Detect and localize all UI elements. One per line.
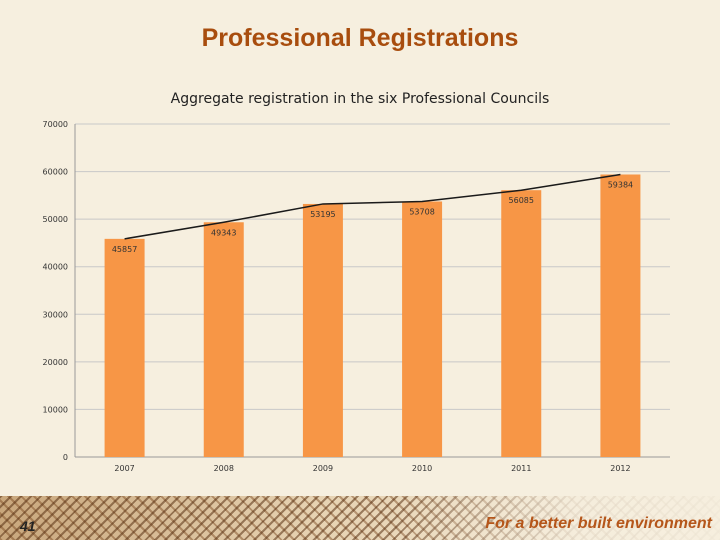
y-tick-label: 70000 bbox=[43, 120, 68, 129]
page-number: 41 bbox=[20, 518, 36, 534]
data-label: 49343 bbox=[211, 228, 236, 237]
bar bbox=[104, 238, 145, 457]
footer-band bbox=[0, 496, 720, 540]
tagline: For a better built environment bbox=[485, 515, 712, 532]
bar bbox=[402, 201, 443, 457]
trend-line bbox=[124, 173, 621, 240]
y-tick-label: 30000 bbox=[43, 310, 68, 319]
x-tick-label: 2010 bbox=[412, 464, 432, 473]
data-label: 59384 bbox=[608, 181, 633, 190]
bar bbox=[600, 174, 641, 457]
y-tick-label: 50000 bbox=[43, 215, 68, 224]
bar bbox=[501, 190, 542, 457]
y-tick-label: 40000 bbox=[43, 263, 68, 272]
bar bbox=[203, 222, 244, 457]
x-tick-label: 2007 bbox=[114, 464, 134, 473]
x-tick-label: 2012 bbox=[610, 464, 630, 473]
data-label: 53195 bbox=[310, 210, 335, 219]
data-label: 45857 bbox=[112, 245, 137, 254]
chart-title: Aggregate registration in the six Profes… bbox=[170, 91, 550, 107]
data-label: 53708 bbox=[409, 208, 434, 217]
data-label: 56085 bbox=[509, 196, 534, 205]
x-tick-label: 2009 bbox=[313, 464, 333, 473]
slide-title: Professional Registrations bbox=[201, 24, 519, 52]
y-tick-label: 10000 bbox=[43, 405, 68, 414]
bar bbox=[302, 203, 343, 457]
y-tick-label: 60000 bbox=[43, 168, 68, 177]
x-tick-label: 2008 bbox=[214, 464, 234, 473]
y-tick-label: 0 bbox=[63, 453, 68, 462]
y-tick-label: 20000 bbox=[43, 358, 68, 367]
x-tick-label: 2011 bbox=[511, 464, 531, 473]
